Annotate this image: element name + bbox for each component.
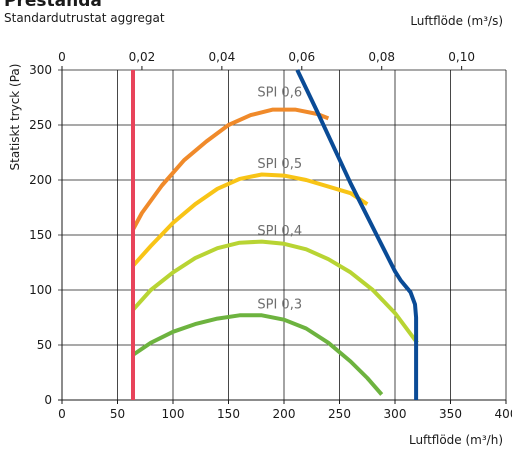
- y-tick-label: 200: [29, 173, 52, 187]
- x-tick-label: 200: [273, 407, 296, 421]
- y-tick-label: 250: [29, 118, 52, 132]
- x-tick-label: 0: [58, 407, 66, 421]
- x-tick-label: 250: [328, 407, 351, 421]
- top-tick-label: 0,02: [129, 50, 156, 64]
- top-tick-label: 0,04: [208, 50, 235, 64]
- x-tick-label: 300: [384, 407, 407, 421]
- x-tick-label: 350: [439, 407, 462, 421]
- top-tick-label: 0,10: [448, 50, 475, 64]
- x-axis-label: Luftflöde (m³/h): [408, 433, 503, 447]
- x-tick-label: 150: [217, 407, 240, 421]
- series-label: SPI 0,4: [257, 224, 302, 239]
- chart-subtitle: Standardutrustat aggregat: [4, 11, 165, 25]
- top-tick-label: 0,06: [288, 50, 315, 64]
- x-tick-label: 400: [495, 407, 512, 421]
- series-line-6: [295, 69, 419, 400]
- y-tick-label: 150: [29, 228, 52, 242]
- y-tick-label: 50: [37, 338, 52, 352]
- top-tick-label: 0,08: [368, 50, 395, 64]
- series-label: SPI 0,3: [257, 298, 302, 313]
- y-tick-label: 0: [44, 393, 52, 407]
- top-axis-label: Luftflöde (m³/s): [410, 14, 503, 28]
- series-label: SPI 0,6: [257, 85, 302, 100]
- x-tick-label: 50: [110, 407, 125, 421]
- series-line-4: [131, 313, 384, 396]
- y-tick-label: 300: [29, 63, 52, 77]
- top-tick-label: 0: [58, 50, 66, 64]
- chart-title: Prestanda: [4, 0, 102, 11]
- series-line-2: [131, 172, 369, 268]
- x-tick-label: 100: [162, 407, 185, 421]
- series-line-3: [131, 239, 419, 344]
- series-line-1: [131, 107, 330, 231]
- series-label: SPI 0,5: [257, 157, 302, 172]
- y-tick-label: 100: [29, 283, 52, 297]
